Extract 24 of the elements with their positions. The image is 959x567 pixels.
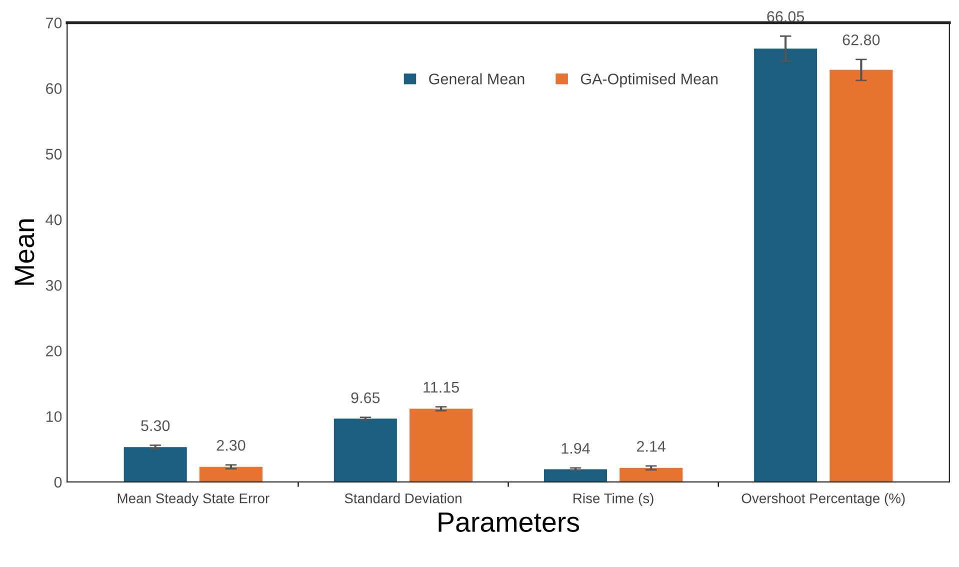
data-label: 11.15 xyxy=(424,382,459,393)
x-tick-label: Mean Steady State Error xyxy=(118,493,270,506)
y-tick-label: 40 xyxy=(46,214,62,226)
y-tick-label: 70 xyxy=(46,18,62,28)
y-tick-label: 60 xyxy=(46,83,62,94)
legend-label: General Mean xyxy=(429,73,524,84)
data-label: 62.80 xyxy=(842,34,880,46)
data-label: 2.30 xyxy=(216,440,246,451)
x-tick-label: Overshoot Percentage (%) xyxy=(742,493,905,506)
legend-label: GA-Optimised Mean xyxy=(580,73,718,88)
x-tick-label: Standard Deviation xyxy=(344,493,462,504)
x-axis-title: Parameters xyxy=(438,512,580,532)
y-tick-label: 0 xyxy=(54,476,62,488)
data-label: 1.94 xyxy=(562,442,590,454)
y-axis-title: Mean xyxy=(14,219,34,285)
data-label: 66.05 xyxy=(767,11,804,22)
data-label: 2.14 xyxy=(637,440,666,452)
y-tick-label: 20 xyxy=(46,346,62,356)
y-tick-label: 10 xyxy=(46,411,62,422)
data-label: 5.30 xyxy=(141,420,170,432)
y-tick-label: 50 xyxy=(46,148,62,160)
y-tick-label: 30 xyxy=(46,280,62,291)
data-label: 9.65 xyxy=(351,392,380,404)
x-tick-label: Rise Time (s) xyxy=(574,493,654,506)
